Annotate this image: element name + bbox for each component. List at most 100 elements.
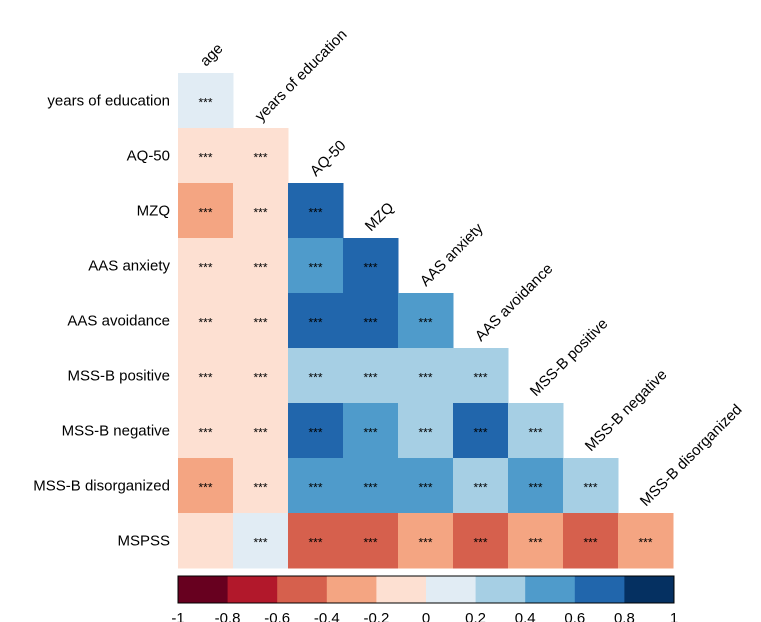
row-label: MSPSS: [117, 533, 170, 550]
column-label: MSS-B negative: [582, 366, 671, 455]
heatmap-cell: [453, 403, 509, 459]
heatmap-cell: [508, 403, 564, 459]
significance-label: ***: [363, 426, 377, 440]
row-label: MZQ: [137, 203, 170, 220]
heatmap-cell: [288, 238, 344, 294]
significance-label: ***: [308, 316, 322, 330]
column-label: AAS anxiety: [417, 220, 487, 290]
heatmap-cell: [288, 458, 344, 514]
significance-label: ***: [198, 151, 212, 165]
significance-labels: *** *** *** *** *** *** *** *** *** *** *** *** *** *…: [198, 96, 652, 550]
heatmap-cell: [233, 513, 289, 569]
colorbar-tick-label: 0.6: [564, 610, 585, 622]
column-label: years of education: [252, 26, 351, 125]
significance-label: ***: [473, 371, 487, 385]
column-label: AQ-50: [307, 137, 350, 180]
significance-label: ***: [363, 261, 377, 275]
colorbar-tick-label: -0.4: [314, 610, 340, 622]
column-label: MZQ: [362, 199, 398, 235]
significance-label: ***: [418, 536, 432, 550]
significance-label: ***: [638, 536, 652, 550]
row-label: MSS-B disorganized: [33, 478, 170, 495]
heatmap-cell: [288, 348, 344, 404]
colorbar-tick-label: 0: [422, 610, 430, 622]
significance-label: ***: [583, 536, 597, 550]
heatmap-cell: [453, 348, 509, 404]
row-label: MSS-B negative: [62, 423, 170, 440]
colorbar-bin: [326, 576, 377, 603]
significance-label: ***: [308, 261, 322, 275]
significance-label: ***: [528, 536, 542, 550]
heatmap-cell: [178, 293, 234, 349]
heatmap-cell: [178, 238, 234, 294]
colorbar-tick-label: 1: [670, 610, 678, 622]
colorbar: [177, 575, 675, 604]
heatmap-cell: [563, 513, 619, 569]
colorbar-tick-label: -1: [171, 610, 184, 622]
heatmap-cell: [233, 128, 289, 184]
heatmap-cell: [233, 348, 289, 404]
row-label: MSS-B positive: [67, 368, 170, 385]
heatmap-cell: [233, 458, 289, 514]
heatmap-cell: [453, 513, 509, 569]
significance-label: ***: [363, 316, 377, 330]
row-label: AAS avoidance: [67, 313, 170, 330]
heatmap-cell: [178, 513, 234, 569]
significance-label: ***: [418, 426, 432, 440]
significance-label: ***: [308, 426, 322, 440]
heatmap-cells: [178, 73, 674, 569]
significance-label: ***: [198, 261, 212, 275]
significance-label: ***: [528, 426, 542, 440]
heatmap-cell: [398, 513, 454, 569]
column-label: AAS avoidance: [472, 260, 557, 345]
significance-label: ***: [198, 316, 212, 330]
significance-label: ***: [198, 206, 212, 220]
significance-label: ***: [253, 371, 267, 385]
colorbar-bin: [574, 576, 625, 603]
colorbar-tick-label: 0.2: [465, 610, 486, 622]
significance-label: ***: [253, 481, 267, 495]
heatmap-cell: [453, 458, 509, 514]
significance-label: ***: [198, 426, 212, 440]
heatmap-cell: [398, 403, 454, 459]
colorbar-tick-label: -0.2: [363, 610, 389, 622]
heatmap-cell: [508, 458, 564, 514]
heatmap-cell: [618, 513, 674, 569]
colorbar-bin: [227, 576, 278, 603]
column-label: age: [197, 40, 227, 70]
colorbar-tick-label: 0.8: [614, 610, 635, 622]
colorbar-bin: [525, 576, 576, 603]
colorbar-tick-label: -0.8: [215, 610, 241, 622]
significance-label: ***: [198, 371, 212, 385]
significance-label: ***: [473, 481, 487, 495]
colorbar-bin: [475, 576, 526, 603]
heatmap-cell: [288, 293, 344, 349]
significance-label: ***: [253, 261, 267, 275]
significance-label: ***: [583, 481, 597, 495]
row-label: AAS anxiety: [88, 258, 170, 275]
column-label: MSS-B positive: [527, 315, 612, 400]
heatmap-cell: [398, 458, 454, 514]
heatmap-cell: [563, 458, 619, 514]
heatmap-cell: [178, 458, 234, 514]
colorbar-bin: [426, 576, 477, 603]
significance-label: ***: [418, 316, 432, 330]
heatmap-cell: [398, 293, 454, 349]
significance-label: ***: [473, 536, 487, 550]
significance-label: ***: [528, 481, 542, 495]
significance-label: ***: [418, 481, 432, 495]
heatmap-cell: [288, 183, 344, 239]
heatmap-cell: [233, 403, 289, 459]
significance-label: ***: [308, 206, 322, 220]
heatmap-cell: [178, 183, 234, 239]
significance-label: ***: [308, 371, 322, 385]
significance-label: ***: [253, 316, 267, 330]
colorbar-bin: [376, 576, 427, 603]
colorbar-tick-label: -0.6: [264, 610, 290, 622]
heatmap-cell: [343, 513, 399, 569]
heatmap-cell: [398, 348, 454, 404]
significance-label: ***: [198, 481, 212, 495]
significance-label: ***: [253, 536, 267, 550]
heatmap-cell: [178, 128, 234, 184]
